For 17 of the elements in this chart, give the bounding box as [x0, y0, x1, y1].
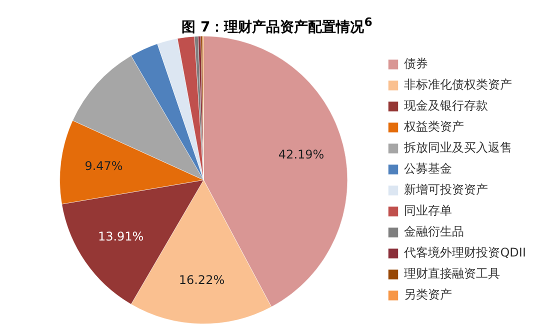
- legend-label: 另类资产: [404, 288, 452, 302]
- chart-title: 图 7：理财产品资产配置情况$^{6}$: [180, 14, 374, 36]
- legend-label: 非标准化债权类资产: [404, 78, 512, 92]
- legend-label: 债券: [404, 56, 428, 71]
- data-label: 16.22%: [178, 272, 225, 287]
- legend-label: 现金及银行存款: [404, 98, 488, 113]
- legend-label: 公募基金: [404, 162, 452, 176]
- legend-label: 理财直接融资工具: [404, 266, 500, 281]
- legend-label: 金融衍生品: [404, 224, 464, 239]
- data-label: 42.19%: [278, 148, 324, 162]
- legend-label: 拆放同业及买入返售: [403, 140, 512, 155]
- legend-label: 同业存单: [404, 204, 452, 218]
- legend-label: 权益类资产: [403, 120, 464, 134]
- legend-label: 新增可投资资产: [404, 182, 488, 197]
- data-label: 13.91%: [98, 229, 144, 244]
- legend-label: 代客境外理财投资QDII: [403, 246, 526, 260]
- data-label: 9.47%: [84, 159, 123, 174]
